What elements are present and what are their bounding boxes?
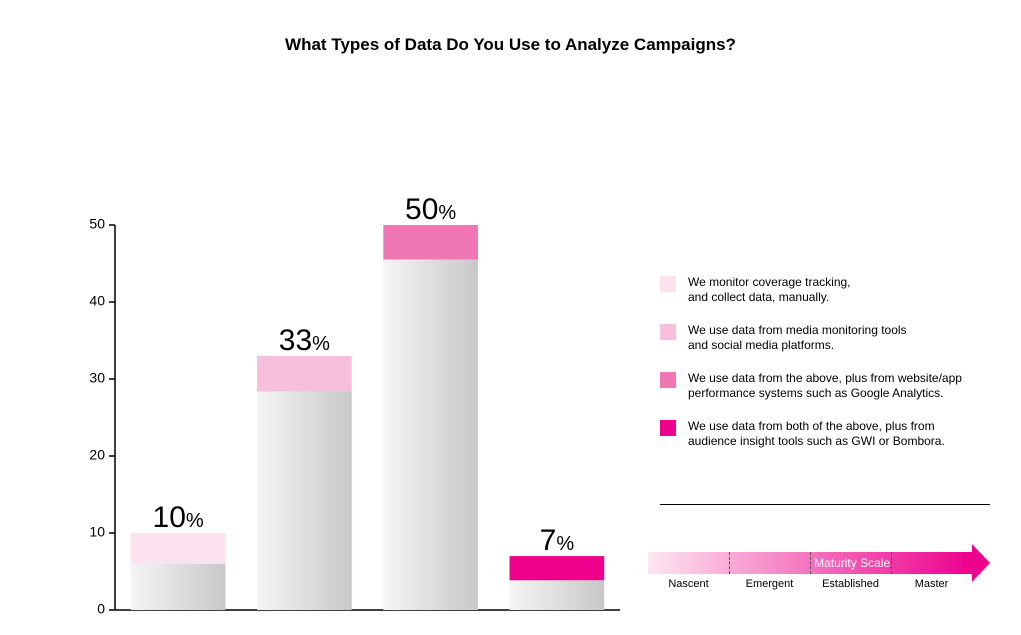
bar-base (510, 580, 605, 610)
legend-swatch (660, 324, 676, 340)
bar-top (131, 533, 226, 564)
chart-title: What Types of Data Do You Use to Analyze… (0, 35, 1021, 55)
legend: We monitor coverage tracking, and collec… (660, 275, 990, 467)
y-tick-label: 20 (89, 447, 105, 463)
maturity-arrow-label: Maturity Scale (814, 556, 890, 570)
legend-divider (660, 504, 990, 505)
bar-value-label: 33% (279, 324, 330, 357)
y-tick-label: 40 (89, 293, 105, 309)
legend-swatch (660, 372, 676, 388)
y-tick-label: 0 (97, 601, 105, 617)
legend-text: We use data from media monitoring tools … (688, 323, 907, 353)
legend-item: We use data from media monitoring tools … (660, 323, 990, 353)
bar-chart: 0102030405010%33%50%7% (80, 225, 620, 635)
bar-top (257, 356, 352, 392)
y-tick-label: 50 (89, 216, 105, 232)
legend-text: We use data from both of the above, plus… (688, 419, 945, 449)
maturity-divider (810, 552, 811, 574)
bar-value-label: 50% (405, 193, 456, 226)
maturity-divider (891, 552, 892, 574)
maturity-divider (729, 552, 730, 574)
maturity-tick-label: Nascent (648, 578, 729, 590)
legend-item: We monitor coverage tracking, and collec… (660, 275, 990, 305)
legend-item: We use data from the above, plus from we… (660, 371, 990, 401)
y-tick-label: 10 (89, 524, 105, 540)
bar-top (383, 225, 478, 260)
legend-text: We use data from the above, plus from we… (688, 371, 962, 401)
maturity-tick-label: Established (810, 578, 891, 590)
maturity-tick-label: Master (891, 578, 972, 590)
legend-item: We use data from both of the above, plus… (660, 419, 990, 449)
maturity-tick-label: Emergent (729, 578, 810, 590)
legend-swatch (660, 420, 676, 436)
bar-value-label: 7% (540, 524, 575, 557)
bar-base (131, 564, 226, 610)
legend-swatch (660, 276, 676, 292)
bar-base (257, 391, 352, 610)
bar-top (510, 556, 605, 580)
maturity-arrow: Maturity Scale (648, 552, 990, 574)
maturity-arrow-head (972, 544, 990, 582)
bar-base (383, 260, 478, 610)
bar-value-label: 10% (153, 501, 204, 534)
legend-text: We monitor coverage tracking, and collec… (688, 275, 851, 305)
y-tick-label: 30 (89, 370, 105, 386)
maturity-ticks: NascentEmergentEstablishedMaster (648, 578, 972, 590)
bar-chart-svg: 0102030405010%33%50%7% (80, 225, 620, 630)
maturity-scale: Maturity Scale NascentEmergentEstablishe… (648, 552, 990, 590)
